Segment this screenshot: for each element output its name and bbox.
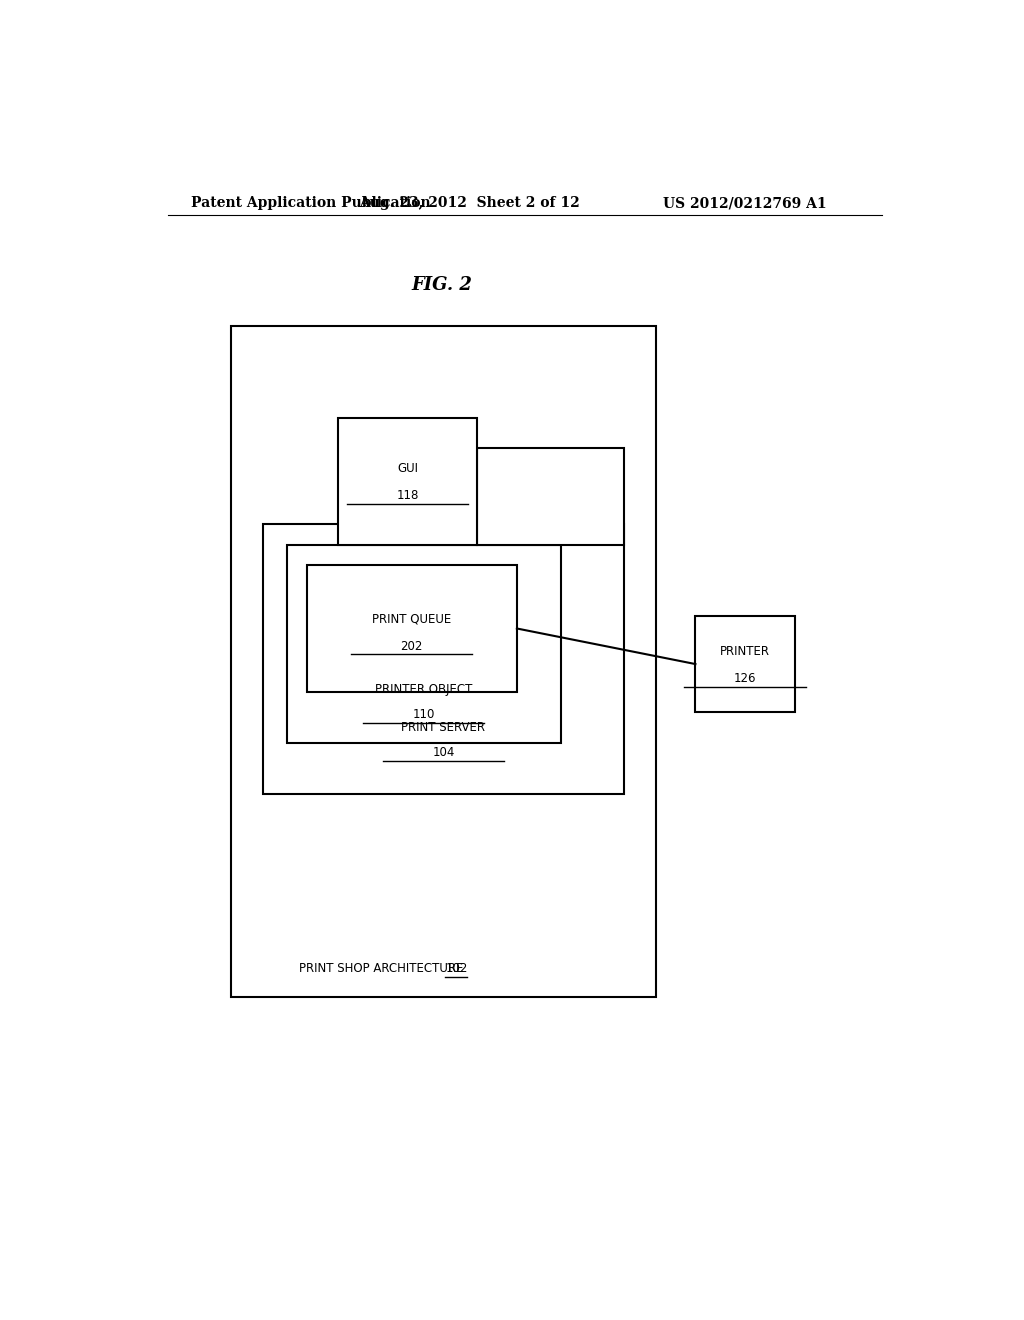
FancyBboxPatch shape — [477, 447, 624, 545]
Text: 102: 102 — [445, 962, 468, 975]
Text: FIG. 2: FIG. 2 — [411, 276, 472, 294]
Text: PRINT QUEUE: PRINT QUEUE — [372, 612, 452, 626]
Text: 118: 118 — [396, 490, 419, 503]
Text: Patent Application Publication: Patent Application Publication — [191, 197, 431, 210]
FancyBboxPatch shape — [287, 545, 560, 743]
Text: 104: 104 — [432, 747, 455, 759]
FancyBboxPatch shape — [263, 524, 624, 793]
Text: PRINTER OBJECT: PRINTER OBJECT — [375, 684, 472, 697]
Text: 126: 126 — [734, 672, 757, 685]
FancyBboxPatch shape — [306, 565, 517, 692]
Text: PRINTER: PRINTER — [720, 645, 770, 657]
FancyBboxPatch shape — [231, 326, 655, 997]
Text: 110: 110 — [413, 708, 435, 721]
Text: PRINT SHOP ARCHITECTURE: PRINT SHOP ARCHITECTURE — [299, 962, 463, 975]
Text: Aug. 23, 2012  Sheet 2 of 12: Aug. 23, 2012 Sheet 2 of 12 — [358, 197, 580, 210]
FancyBboxPatch shape — [338, 417, 477, 545]
Text: PRINT SERVER: PRINT SERVER — [401, 721, 485, 734]
Text: GUI: GUI — [397, 462, 418, 475]
FancyBboxPatch shape — [695, 615, 795, 713]
Text: US 2012/0212769 A1: US 2012/0212769 A1 — [663, 197, 826, 210]
Text: 202: 202 — [400, 640, 423, 653]
